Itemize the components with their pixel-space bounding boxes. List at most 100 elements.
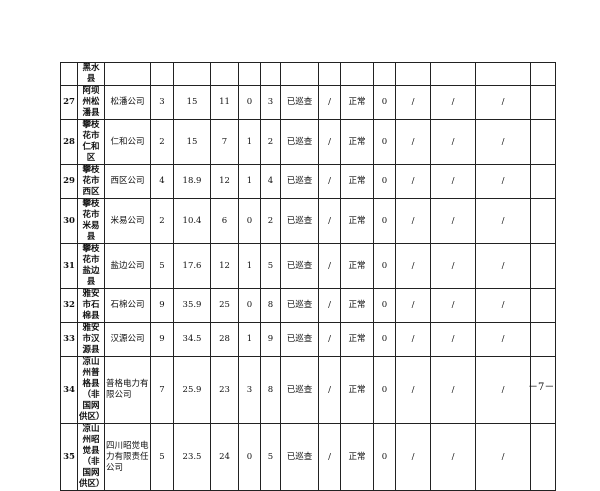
count-d-cell: 2 — [260, 119, 281, 165]
count-a-cell: 9 — [150, 322, 174, 357]
mark-cell: / — [318, 243, 341, 289]
cell — [318, 62, 341, 86]
table-row: 黑水县 — [60, 62, 556, 86]
status-cell: 已巡查 — [280, 243, 319, 289]
mark-cell: / — [475, 322, 531, 357]
table-row: 28 攀枝花市仁和区 仁和公司 2 15 7 1 2 已巡查 / 正常 0// / — [60, 119, 556, 165]
cell — [530, 198, 556, 244]
value-cell: 15 — [173, 85, 211, 120]
condition-cell: 正常 — [340, 288, 374, 323]
no-cell: 29 — [60, 164, 78, 199]
no-cell: 28 — [60, 119, 78, 165]
cell — [280, 62, 319, 86]
mark-cell: / — [318, 119, 341, 165]
mark-cell: / — [318, 288, 341, 323]
count-d-cell: 3 — [260, 85, 281, 120]
condition-cell: 正常 — [340, 322, 374, 357]
count-a-cell: 5 — [150, 243, 174, 289]
zero-cell: 0 — [373, 198, 396, 244]
count-d-cell: 2 — [260, 198, 281, 244]
mark-cell: / — [318, 322, 341, 357]
mark-cell: / — [430, 243, 476, 289]
count-c-cell: 1 — [238, 164, 261, 199]
count-c-cell: 1 — [238, 322, 261, 357]
mark-cell: / — [318, 164, 341, 199]
table-body: 黑水县 27 阿坝州松潘县 松潘公司 3 15 11 0 3 已巡查 / 正常 0///28 攀枝花市仁… — [60, 62, 556, 491]
count-d-cell: 5 — [260, 243, 281, 289]
value-cell: 23.5 — [173, 423, 211, 491]
mark-cell: / — [475, 423, 531, 491]
cell — [210, 62, 239, 86]
count-a-cell: 5 — [150, 423, 174, 491]
mark-cell: / — [395, 322, 431, 357]
no-cell: 34 — [60, 356, 78, 424]
cell — [373, 62, 396, 86]
page-number: －7－ — [528, 382, 555, 393]
count-a-cell: 4 — [150, 164, 174, 199]
zero-cell: 0 — [373, 356, 396, 424]
condition-cell: 正常 — [340, 198, 374, 244]
count-b-cell: 28 — [210, 322, 239, 357]
count-a-cell: 2 — [150, 198, 174, 244]
condition-cell: 正常 — [340, 243, 374, 289]
table-row: 34 凉山州普格县（非国网供区） 普格电力有限公司 7 25.9 23 3 8 已巡查 / 正常 0/… — [60, 356, 556, 424]
cell — [530, 62, 556, 86]
no-cell: 33 — [60, 322, 78, 357]
county-cell: 攀枝花市仁和区 — [77, 119, 105, 165]
zero-cell: 0 — [373, 85, 396, 120]
table-row: 33 雅安市汉源县 汉源公司 9 34.5 28 1 9 已巡查 / 正常 0// / — [60, 322, 556, 357]
company-cell: 松潘公司 — [104, 85, 151, 120]
count-a-cell: 9 — [150, 288, 174, 323]
cell — [530, 288, 556, 323]
count-b-cell: 23 — [210, 356, 239, 424]
status-cell: 已巡查 — [280, 322, 319, 357]
mark-cell: / — [395, 423, 431, 491]
condition-cell: 正常 — [340, 85, 374, 120]
table-row: 30 攀枝花市米易县 米易公司 2 10.4 6 0 2 已巡查 / 正常 0// / — [60, 198, 556, 244]
page: 黑水县 27 阿坝州松潘县 松潘公司 3 15 11 0 3 已巡查 / 正常 0///28 攀枝花市仁… — [60, 62, 556, 491]
count-a-cell: 7 — [150, 356, 174, 424]
zero-cell: 0 — [373, 423, 396, 491]
count-d-cell: 8 — [260, 356, 281, 424]
count-a-cell: 2 — [150, 119, 174, 165]
mark-cell: / — [430, 119, 476, 165]
mark-cell: / — [475, 164, 531, 199]
status-cell: 已巡查 — [280, 119, 319, 165]
value-cell: 15 — [173, 119, 211, 165]
cell — [173, 62, 211, 86]
mark-cell: / — [430, 164, 476, 199]
company-cell: 普格电力有限公司 — [104, 356, 151, 424]
mark-cell: / — [430, 356, 476, 424]
status-cell: 已巡查 — [280, 356, 319, 424]
count-c-cell: 3 — [238, 356, 261, 424]
value-cell: 18.9 — [173, 164, 211, 199]
value-cell: 17.6 — [173, 243, 211, 289]
cell — [475, 62, 531, 86]
count-d-cell: 4 — [260, 164, 281, 199]
zero-cell: 0 — [373, 288, 396, 323]
table-row: 35 凉山州昭觉县（非国网供区） 四川昭觉电力有限责任公司 5 23.5 24 0 5 已巡查 /… — [60, 423, 556, 491]
zero-cell: 0 — [373, 164, 396, 199]
count-d-cell: 9 — [260, 322, 281, 357]
cell — [260, 62, 281, 86]
condition-cell: 正常 — [340, 356, 374, 424]
inspection-table: 黑水县 27 阿坝州松潘县 松潘公司 3 15 11 0 3 已巡查 / 正常 0///28 攀枝花市仁… — [60, 62, 556, 491]
count-b-cell: 24 — [210, 423, 239, 491]
mark-cell: / — [475, 85, 531, 120]
cell — [530, 356, 556, 424]
count-d-cell: 5 — [260, 423, 281, 491]
mark-cell: / — [430, 85, 476, 120]
company-cell: 汉源公司 — [104, 322, 151, 357]
company-cell: 四川昭觉电力有限责任公司 — [104, 423, 151, 491]
mark-cell: / — [395, 119, 431, 165]
mark-cell: / — [395, 85, 431, 120]
cell — [530, 85, 556, 120]
mark-cell: / — [318, 356, 341, 424]
mark-cell: / — [395, 164, 431, 199]
company-cell: 盐边公司 — [104, 243, 151, 289]
company-cell: 米易公司 — [104, 198, 151, 244]
count-c-cell: 0 — [238, 198, 261, 244]
mark-cell: / — [395, 356, 431, 424]
cell — [530, 243, 556, 289]
table-row: 31 攀枝花市盐边县 盐边公司 5 17.6 12 1 5 已巡查 / 正常 0// / — [60, 243, 556, 289]
